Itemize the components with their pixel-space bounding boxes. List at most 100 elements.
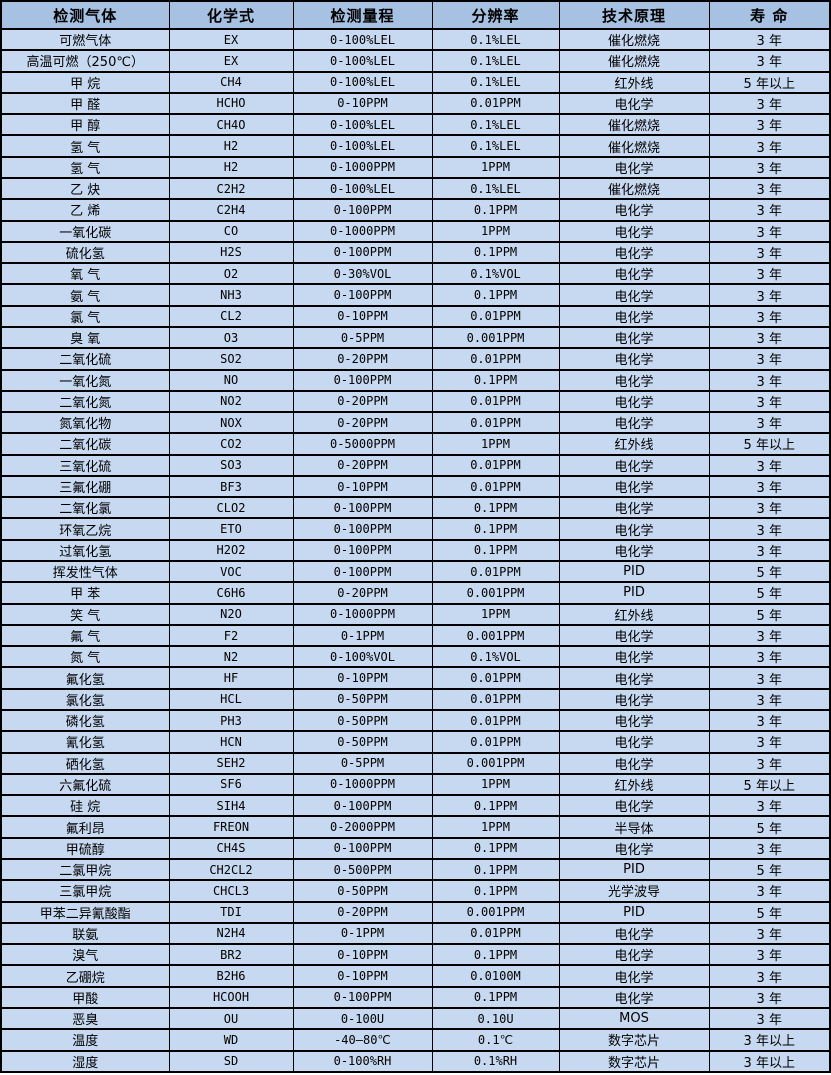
cell-range: 0-100PPM	[292, 240, 433, 265]
cell-resolution: 0.01PPM	[431, 730, 560, 754]
cell-principle: 电化学	[558, 347, 710, 371]
cell-life: 3 年	[708, 645, 831, 669]
cell-formula: HF	[168, 666, 294, 690]
cell-resolution: 0.01PPM	[431, 921, 560, 946]
cell-resolution: 0.01PPM	[431, 411, 560, 435]
table-row: 甲硫醇 CH4S 0-100PPM 0.1PPM 电化学 3 年	[0, 836, 831, 860]
cell-formula: WD	[168, 1028, 294, 1052]
cell-gas: 过氧化氢	[0, 538, 170, 563]
cell-formula: CH4S	[168, 836, 294, 860]
cell-resolution: 0.01PPM	[431, 304, 560, 328]
cell-formula: ETO	[168, 517, 294, 541]
cell-formula: H2O2	[168, 538, 294, 563]
cell-gas: 氯化氢	[0, 687, 170, 712]
table-row: 磷化氢 PH3 0-50PPM 0.01PPM 电化学 3 年	[0, 708, 831, 733]
cell-resolution: 0.01PPM	[431, 560, 560, 584]
cell-range: 0-100%LEL	[292, 113, 433, 137]
cell-gas: 氯 气	[0, 304, 170, 328]
cell-principle: 数字芯片	[558, 1049, 710, 1073]
cell-life: 3 年	[708, 474, 831, 499]
cell-resolution: 0.1PPM	[431, 496, 560, 520]
cell-life: 3 年	[708, 262, 831, 286]
cell-life: 5 年	[708, 815, 831, 839]
cell-resolution: 0.1PPM	[431, 198, 560, 222]
cell-resolution: 0.1%LEL	[431, 134, 560, 158]
cell-range: 0-100PPM	[292, 794, 433, 818]
cell-life: 3 年	[708, 240, 831, 265]
cell-range: 0-1000PPM	[292, 602, 433, 626]
table-row: 氢 气 H2 0-100%LEL 0.1%LEL 催化燃烧 3 年	[0, 134, 831, 158]
cell-gas: 联氨	[0, 921, 170, 946]
cell-life: 5 年	[708, 857, 831, 882]
cell-resolution: 0.1PPM	[431, 985, 560, 1009]
cell-formula: N2	[168, 645, 294, 669]
cell-life: 3 年	[708, 113, 831, 137]
cell-gas: 乙硼烷	[0, 964, 170, 988]
table-row: 氢 气 H2 0-1000PPM 1PPM 电化学 3 年	[0, 155, 831, 179]
table-row: 六氟化硫 SF6 0-1000PPM 1PPM 红外线 5 年以上	[0, 772, 831, 797]
cell-formula: H2	[168, 155, 294, 179]
cell-formula: CO	[168, 219, 294, 243]
cell-principle: 电化学	[558, 368, 710, 392]
cell-formula: C2H4	[168, 198, 294, 222]
cell-range: 0-50PPM	[292, 687, 433, 712]
table-row: 一氧化碳 CO 0-1000PPM 1PPM 电化学 3 年	[0, 219, 831, 243]
cell-principle: 催化燃烧	[558, 176, 710, 201]
cell-principle: 电化学	[558, 836, 710, 860]
cell-life: 3 年	[708, 538, 831, 563]
cell-gas: 笑 气	[0, 602, 170, 626]
table-row: 二氯甲烷 CH2CL2 0-500PPM 0.1PPM PID 5 年	[0, 857, 831, 882]
cell-resolution: 0.01PPM	[431, 708, 560, 733]
cell-range: 0-500PPM	[292, 857, 433, 882]
cell-formula: CO2	[168, 432, 294, 456]
cell-principle: 电化学	[558, 240, 710, 265]
cell-gas: 二氯甲烷	[0, 857, 170, 882]
cell-formula: SEH2	[168, 751, 294, 775]
cell-gas: 臭 氧	[0, 325, 170, 350]
cell-gas: 三氯甲烷	[0, 879, 170, 903]
cell-range: 0-20PPM	[292, 347, 433, 371]
cell-gas: 三氟化硼	[0, 474, 170, 499]
cell-life: 3 年	[708, 517, 831, 541]
cell-principle: 催化燃烧	[558, 134, 710, 158]
cell-principle: 电化学	[558, 645, 710, 669]
table-row: 溴气 BR2 0-10PPM 0.1PPM 电化学 3 年	[0, 943, 831, 967]
cell-formula: HCN	[168, 730, 294, 754]
table-row: 甲 烷 CH4 0-100%LEL 0.1%LEL 红外线 5 年以上	[0, 70, 831, 94]
cell-gas: 氟 气	[0, 623, 170, 648]
cell-principle: 数字芯片	[558, 1028, 710, 1052]
cell-life: 3 年	[708, 198, 831, 222]
cell-principle: 半导体	[558, 815, 710, 839]
table-row: 可燃气体 EX 0-100%LEL 0.1%LEL 催化燃烧 3 年	[0, 27, 831, 52]
cell-formula: TDI	[168, 900, 294, 924]
cell-range: 0-20PPM	[292, 453, 433, 477]
cell-life: 3 年	[708, 985, 831, 1009]
cell-formula: PH3	[168, 708, 294, 733]
column-header-life: 寿 命	[708, 0, 831, 30]
cell-principle: 电化学	[558, 623, 710, 648]
cell-principle: 电化学	[558, 453, 710, 477]
table-row: 二氧化碳 CO2 0-5000PPM 1PPM 红外线 5 年以上	[0, 432, 831, 456]
cell-gas: 氢 气	[0, 155, 170, 179]
cell-resolution: 0.1PPM	[431, 368, 560, 392]
cell-gas: 一氧化碳	[0, 219, 170, 243]
cell-resolution: 0.1PPM	[431, 794, 560, 818]
table-row: 三氧化硫 SO3 0-20PPM 0.01PPM 电化学 3 年	[0, 453, 831, 477]
cell-gas: 乙 炔	[0, 176, 170, 201]
cell-principle: 红外线	[558, 772, 710, 797]
table-row: 环氧乙烷 ETO 0-100PPM 0.1PPM 电化学 3 年	[0, 517, 831, 541]
column-header-formula: 化学式	[168, 0, 294, 30]
cell-gas: 氟利昂	[0, 815, 170, 839]
cell-resolution: 1PPM	[431, 772, 560, 797]
table-row: 氯 气 CL2 0-10PPM 0.01PPM 电化学 3 年	[0, 304, 831, 328]
cell-formula: FREON	[168, 815, 294, 839]
cell-range: 0-20PPM	[292, 581, 433, 605]
cell-gas: 三氧化硫	[0, 453, 170, 477]
cell-resolution: 0.001PPM	[431, 623, 560, 648]
cell-range: 0-20PPM	[292, 389, 433, 414]
cell-life: 5 年以上	[708, 772, 831, 797]
cell-formula: OU	[168, 1006, 294, 1031]
table-row: 甲酸 HCOOH 0-100PPM 0.1PPM 电化学 3 年	[0, 985, 831, 1009]
table-row: 挥发性气体 VOC 0-100PPM 0.01PPM PID 5 年	[0, 560, 831, 584]
cell-range: 0-5PPM	[292, 325, 433, 350]
